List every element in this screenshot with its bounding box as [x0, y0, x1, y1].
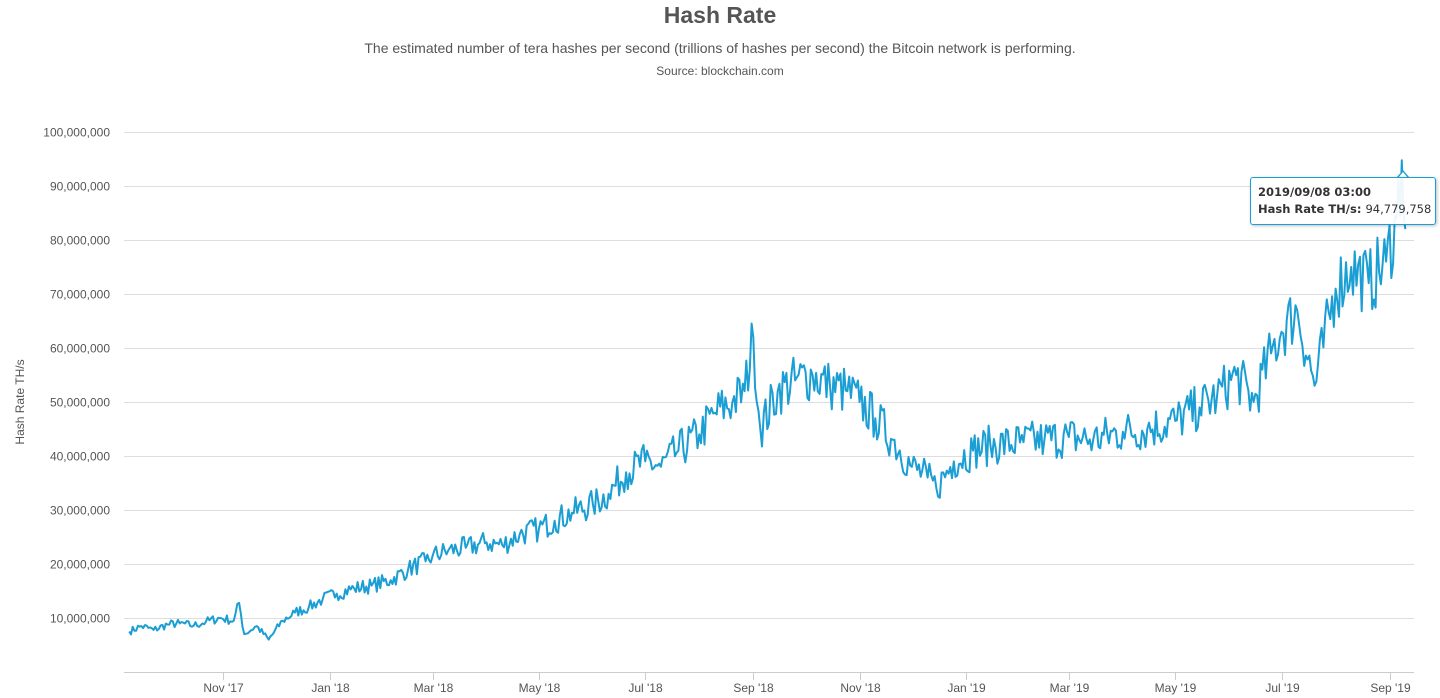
y-tick-label: 50,000,000	[50, 396, 110, 410]
tooltip-value-row: Hash Rate TH/s: 94,779,758	[1258, 201, 1432, 218]
y-axis-title: Hash Rate TH/s	[13, 359, 27, 444]
tooltip-arrow-inner	[1398, 172, 1408, 178]
tooltip-colon: :	[1356, 202, 1366, 216]
x-tick-label: Sep '19	[1370, 681, 1411, 695]
y-tick-label: 80,000,000	[50, 234, 110, 248]
y-axis-tick-labels: 10,000,000 20,000,000 30,000,000 40,000,000…	[43, 126, 110, 626]
y-tick-label: 90,000,000	[50, 180, 110, 194]
y-tick-label: 30,000,000	[50, 504, 110, 518]
grid-lines	[124, 132, 1414, 619]
x-tick-label: May '19	[1155, 681, 1197, 695]
chart-source: Source: blockchain.com	[656, 64, 784, 78]
tooltip-value: 94,779,758	[1365, 202, 1432, 216]
x-tick-label: Nov '18	[840, 681, 881, 695]
x-tick-label: Jan '18	[311, 681, 350, 695]
y-tick-label: 20,000,000	[50, 558, 110, 572]
y-tick-label: 70,000,000	[50, 288, 110, 302]
y-tick-label: 40,000,000	[50, 450, 110, 464]
x-tick-label: Nov '17	[203, 681, 244, 695]
x-tick-label: Sep '18	[733, 681, 774, 695]
y-tick-label: 10,000,000	[50, 612, 110, 626]
tooltip-date: 2019/09/08 03:00	[1258, 185, 1372, 199]
x-tick-label: May '18	[519, 681, 561, 695]
x-tick-label: Jul '18	[628, 681, 663, 695]
x-axis: Nov '17 Jan '18 Mar '18 May '18 Jul '18 Sep '…	[124, 672, 1414, 695]
data-tooltip: 2019/09/08 03:00 Hash Rate TH/s: 94,779,…	[1250, 177, 1436, 225]
x-tick-label: Jul '19	[1265, 681, 1300, 695]
tooltip-series-label: Hash Rate TH/s	[1258, 202, 1357, 216]
chart-subtitle: The estimated number of tera hashes per …	[364, 40, 1076, 56]
chart-title: Hash Rate	[663, 2, 777, 28]
y-tick-label: 100,000,000	[43, 126, 110, 140]
series-line[interactable]	[128, 159, 1407, 641]
y-tick-label: 60,000,000	[50, 342, 110, 356]
series-layer[interactable]	[128, 159, 1407, 641]
x-tick-label: Mar '18	[414, 681, 454, 695]
x-tick-label: Jan '19	[947, 681, 986, 695]
x-tick-label: Mar '19	[1050, 681, 1090, 695]
